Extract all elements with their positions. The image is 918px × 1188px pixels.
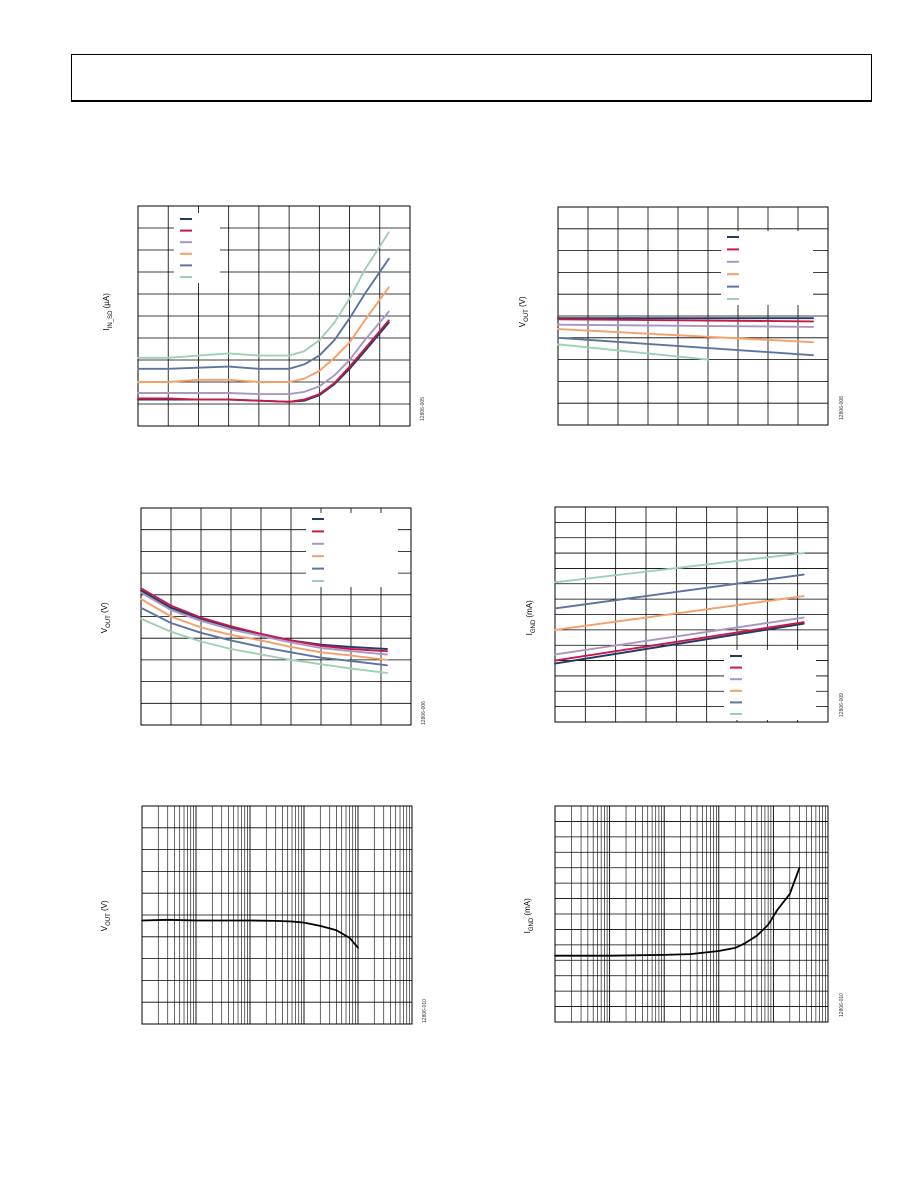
chart-5-fignum: 12806-010	[422, 999, 428, 1023]
series-line-6	[137, 231, 390, 359]
series-line-5	[140, 606, 388, 667]
plot-frame	[554, 805, 829, 1023]
chart-6-ylabel: IGND (mA)	[523, 898, 535, 934]
series-line-1	[141, 918, 359, 949]
plot-frame	[140, 507, 412, 726]
series-line-1	[137, 321, 390, 403]
series-line-3	[557, 323, 814, 328]
series-line-2	[137, 319, 390, 403]
series-line-4	[137, 286, 390, 383]
series-line-3	[140, 591, 388, 656]
series-line-5	[137, 257, 390, 370]
series-line-5	[557, 336, 814, 357]
page-header-box	[71, 54, 872, 102]
series-line-4	[140, 598, 388, 661]
chart-1-fignum: 12806-005	[420, 397, 426, 421]
plot-frame	[137, 205, 411, 427]
plot-frame	[554, 506, 829, 723]
chart-1-ylabel: IIN_SD (µA)	[102, 293, 114, 331]
series-line-2	[140, 587, 388, 653]
series-line-4	[554, 595, 805, 631]
series-line-5	[554, 573, 805, 610]
series-line-3	[554, 616, 805, 656]
series-line-2	[554, 621, 805, 662]
series-line-1	[554, 866, 801, 957]
series-line-1	[140, 589, 388, 650]
chart-2-ylabel: VOUT (V)	[518, 296, 530, 328]
chart-4-fignum: 12806-009	[839, 693, 845, 717]
chart-2-fignum: 12806-008	[839, 396, 845, 420]
legend-box	[174, 213, 220, 283]
chart-6-fignum: 12806-010	[839, 993, 845, 1017]
chart-3-fignum: 12806-006	[421, 701, 427, 725]
series-line-2	[557, 318, 814, 323]
chart-4-ylabel: IGND (mA)	[525, 600, 537, 636]
legend-box	[306, 513, 398, 587]
series-line-6	[140, 617, 388, 674]
legend-box	[721, 231, 813, 305]
series-line-3	[137, 310, 390, 396]
series-line-1	[554, 622, 805, 665]
series-line-6	[557, 343, 709, 361]
legend-box	[724, 650, 816, 720]
series-line-6	[554, 552, 805, 584]
plot-frame	[141, 805, 413, 1025]
plot-frame	[557, 206, 829, 426]
chart-5-ylabel: VOUT (V)	[100, 900, 112, 932]
series-line-4	[557, 328, 814, 344]
chart-3-ylabel: VOUT (V)	[100, 602, 112, 634]
